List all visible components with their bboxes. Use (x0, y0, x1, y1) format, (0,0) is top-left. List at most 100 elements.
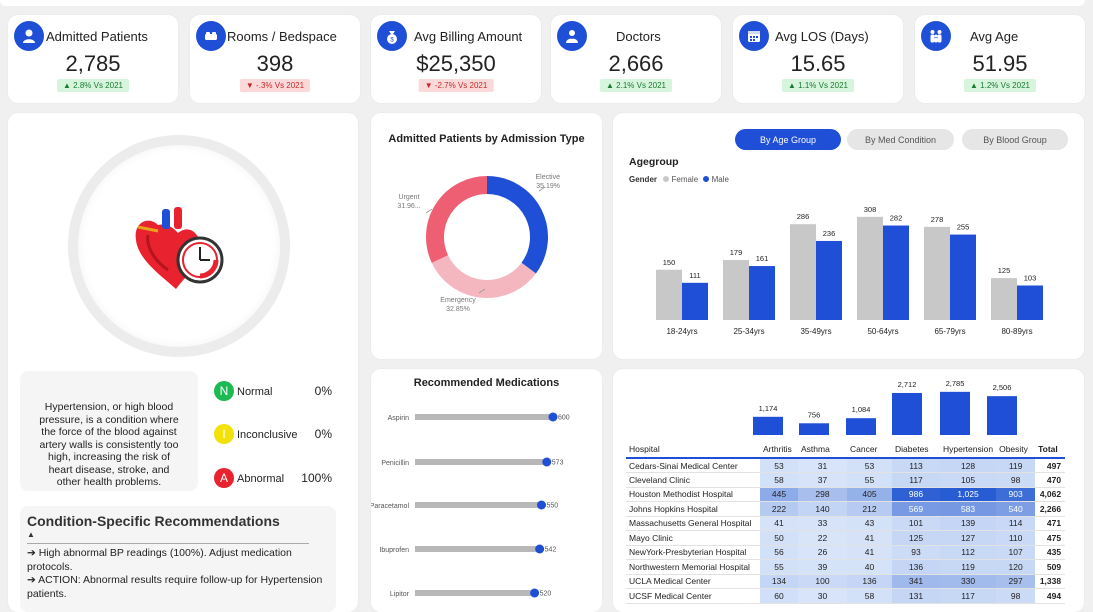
column-header[interactable]: Hospital (626, 441, 760, 459)
status-percent: 0% (314, 384, 332, 398)
condition-status-inconclusive: I Inconclusive 0% (208, 417, 336, 453)
bar-value: 236 (823, 229, 836, 238)
matrix-cell: 140 (798, 501, 847, 517)
kpi-card-4: Avg LOS (Days) 15.65 ▲ 1.1% Vs 2021 (733, 15, 903, 103)
table-row[interactable]: Mayo Clinic 50 22 41 125 127 110 475 (626, 530, 1066, 546)
agegroup-bar-male[interactable] (1017, 285, 1043, 320)
donut-leader-line (538, 186, 546, 192)
table-row[interactable]: UCSF Medical Center 60 30 58 131 117 98 494 (626, 588, 1066, 604)
recommendations-title: Condition-Specific Recommendations (27, 513, 280, 529)
bar-value: 282 (890, 214, 903, 223)
matrix-cell: 101 (892, 516, 940, 531)
bed-icon (196, 21, 226, 51)
agegroup-bar-female[interactable] (924, 226, 950, 320)
hospital-name: UCSF Medical Center (626, 588, 760, 604)
matrix-cell: 117 (940, 588, 997, 604)
agegroup-bar-female[interactable] (857, 216, 883, 320)
donut-slice-urgent[interactable] (426, 176, 488, 263)
agegroup-bar-female[interactable] (991, 278, 1017, 320)
condition-total-bar[interactable] (940, 391, 970, 435)
hospital-condition-table: Hospital Arthritis Asthma Cancer Diabetes Hyp… (626, 441, 1066, 604)
condition-total-value: 2,712 (898, 380, 917, 389)
condition-total-bar[interactable] (799, 423, 829, 435)
row-total: 509 (1035, 559, 1066, 575)
table-row[interactable]: Cleveland Clinic 58 37 55 117 105 98 470 (626, 472, 1066, 488)
status-percent: 100% (301, 471, 332, 485)
bar-value: 286 (797, 212, 810, 221)
matrix-cell: 114 (996, 516, 1036, 531)
condition-total-bar[interactable] (987, 396, 1017, 435)
agegroup-bar-male[interactable] (682, 282, 708, 320)
demographics-panel: By Age Group By Med Condition By Blood Gro… (613, 113, 1084, 359)
hospital-name: Houston Methodist Hospital (626, 487, 760, 502)
agegroup-bar-male[interactable] (749, 266, 775, 320)
medication-bar[interactable] (415, 459, 547, 465)
hospital-name: Johns Hopkins Hospital (626, 501, 760, 517)
matrix-cell: 50 (760, 530, 798, 546)
medication-label: Penicillin (381, 460, 409, 467)
agegroup-bar-female[interactable] (790, 224, 816, 320)
condition-status-normal: N Normal 0% (208, 374, 336, 410)
table-row[interactable]: Cedars-Sinai Medical Center 53 31 53 113 128 1… (626, 458, 1066, 473)
medication-bar[interactable] (415, 414, 553, 420)
matrix-cell: 297 (996, 574, 1036, 589)
medications-title: Recommended Medications (413, 377, 560, 389)
column-header[interactable]: Asthma (798, 441, 847, 459)
matrix-cell: 136 (847, 574, 892, 589)
collapse-caret-icon[interactable]: ▲ (27, 530, 35, 539)
agegroup-bar-male[interactable] (816, 240, 842, 320)
condition-status-abnormal: A Abnormal 100% (208, 461, 336, 497)
column-header[interactable]: Cancer (847, 441, 892, 459)
table-row[interactable]: NewYork-Presbyterian Hospital 56 26 41 93 112… (626, 545, 1066, 560)
table-row[interactable]: Houston Methodist Hospital 445 298 405 986 1,… (626, 487, 1066, 502)
agegroup-bar-female[interactable] (656, 269, 682, 320)
condition-total-bar[interactable] (892, 392, 922, 435)
matrix-cell: 125 (892, 530, 940, 546)
column-header[interactable]: Obesity (996, 441, 1036, 459)
medication-bar[interactable] (415, 502, 542, 508)
medication-value: 573 (552, 460, 564, 467)
donut-label: Urgent (398, 194, 419, 201)
table-row[interactable]: Johns Hopkins Hospital 222 140 212 569 583 540… (626, 501, 1066, 517)
table-row[interactable]: UCLA Medical Center 134 100 136 341 330 297 1,3… (626, 574, 1066, 589)
matrix-cell: 1,025 (940, 487, 997, 502)
kpi-title: Doctors (616, 29, 661, 44)
matrix-cell: 100 (798, 574, 847, 589)
matrix-cell: 120 (996, 559, 1036, 575)
matrix-cell: 136 (892, 559, 940, 575)
medication-label: Aspirin (388, 415, 410, 422)
column-header[interactable]: Diabetes (892, 441, 940, 459)
medication-bar[interactable] (415, 590, 535, 596)
matrix-cell: 26 (798, 545, 847, 560)
column-header[interactable]: Total (1035, 441, 1066, 459)
agegroup-bar-male[interactable] (883, 225, 909, 320)
toggle-by-med-condition[interactable]: By Med Condition (847, 129, 954, 150)
toggle-by-age-group[interactable]: By Age Group (735, 129, 841, 150)
donut-slice-elective[interactable] (486, 176, 548, 274)
medication-label: Ibuprofen (379, 547, 409, 554)
medication-bar[interactable] (415, 546, 540, 552)
table-row[interactable]: Massachusetts General Hospital 41 33 43 101 1… (626, 516, 1066, 531)
category-label: 18-24yrs (666, 327, 697, 336)
toggle-by-blood-group[interactable]: By Blood Group (962, 129, 1068, 150)
kpi-delta-badge: ▼ -2.7% Vs 2021 (418, 79, 494, 92)
hospital-name: Mayo Clinic (626, 530, 760, 546)
matrix-cell: 33 (798, 516, 847, 531)
kpi-title: Avg Billing Amount (414, 29, 523, 44)
agegroup-bar-male[interactable] (950, 234, 976, 320)
column-header[interactable]: Hypertension (940, 441, 997, 459)
condition-total-bar[interactable] (753, 416, 783, 435)
column-header[interactable]: Arthritis (760, 441, 798, 459)
matrix-cell: 119 (940, 559, 997, 575)
condition-total-bar[interactable] (846, 418, 876, 435)
agegroup-bar-chart: 150 111 18-24yrs 179 161 25-34yrs 286 236 35-49y… (656, 205, 1043, 336)
matrix-cell: 60 (760, 588, 798, 604)
category-label: 80-89yrs (1001, 327, 1032, 336)
agegroup-bar-female[interactable] (723, 260, 749, 320)
calendar-icon (739, 21, 769, 51)
donut-slice-emergency[interactable] (431, 254, 536, 298)
table-header-row: Hospital Arthritis Asthma Cancer Diabetes Hyp… (626, 441, 1066, 459)
matrix-cell: 117 (892, 472, 940, 488)
table-row[interactable]: Northwestern Memorial Hospital 55 39 40 136 1… (626, 559, 1066, 575)
medication-value: 542 (545, 547, 557, 554)
